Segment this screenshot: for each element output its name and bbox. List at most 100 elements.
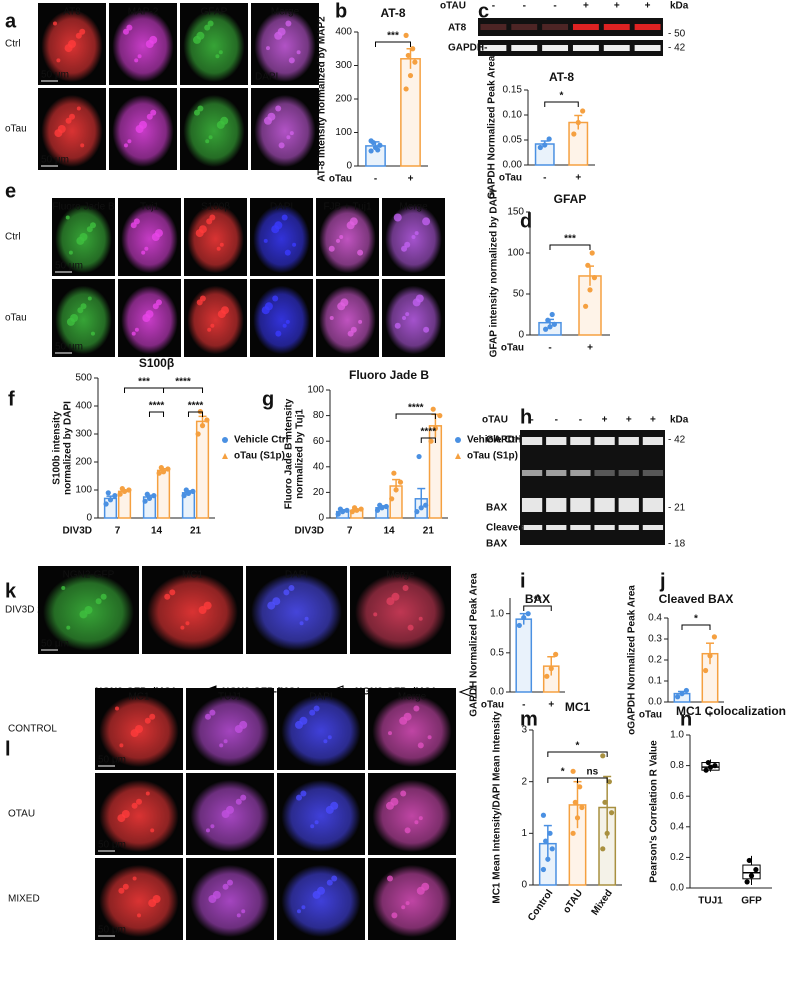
unit-label: kDa: [670, 1, 689, 12]
column-label: DAPI: [285, 570, 308, 581]
speckle: [155, 299, 162, 306]
data-point: [337, 506, 343, 512]
tissue: [355, 573, 446, 651]
scale-label: 50 µm: [41, 639, 69, 650]
data-point: [416, 453, 422, 460]
band-label: BAX: [486, 503, 507, 514]
column-label: Merge: [399, 202, 428, 213]
speckle: [223, 739, 228, 744]
lane-label: +: [650, 415, 656, 426]
band: [603, 45, 630, 51]
data-point: [746, 857, 752, 864]
tissue: [319, 204, 376, 274]
data-point: [553, 651, 559, 658]
band: [511, 45, 538, 51]
data-point: [151, 493, 157, 499]
speckle: [328, 245, 335, 252]
speckle: [164, 593, 171, 600]
panel-label: k: [5, 580, 17, 602]
significance-label: *: [561, 767, 565, 778]
data-point: [521, 614, 527, 621]
speckle: [121, 810, 130, 818]
speckle: [329, 316, 334, 320]
speckle: [278, 142, 285, 149]
y-tick-label: 0: [521, 880, 527, 891]
lane-label: +: [614, 1, 620, 12]
tissue: [190, 779, 270, 853]
tissue: [372, 779, 452, 853]
speckle: [100, 593, 107, 600]
band: [480, 45, 507, 51]
significance-label: *: [576, 741, 580, 752]
speckle: [394, 322, 401, 329]
legend-marker: [222, 437, 228, 443]
x-tick-label: -: [680, 710, 683, 721]
speckle: [404, 241, 411, 248]
speckle: [75, 32, 82, 39]
panel-label: c: [478, 0, 489, 22]
tissue: [121, 204, 178, 274]
speckle: [215, 54, 220, 59]
speckle: [402, 316, 407, 320]
speckle: [115, 706, 119, 711]
speckle: [205, 713, 211, 720]
y-tick-label: 0.2: [670, 852, 684, 863]
speckle: [240, 794, 247, 801]
tissue: [254, 9, 316, 83]
y-tick-label: 2: [521, 776, 527, 787]
tissue: [281, 864, 361, 938]
data-point: [351, 505, 358, 511]
data-point: [575, 119, 581, 126]
speckle: [80, 303, 87, 310]
y-tick-label: 0.2: [648, 655, 662, 666]
column-label: NGN2-GFP: [63, 570, 115, 581]
data-point: [591, 275, 598, 281]
panel-label: e: [5, 180, 16, 202]
speckle: [206, 828, 210, 833]
speckle: [149, 35, 158, 44]
band: [572, 45, 599, 51]
significance-label: ns: [586, 767, 598, 778]
blot: [520, 430, 665, 545]
y-axis-label: normalized by Tuj1: [295, 409, 306, 499]
panel-label: a: [5, 10, 17, 32]
y-tick-label: 0: [318, 513, 324, 524]
column-label: FJB + Tuj1: [323, 202, 372, 213]
speckle: [150, 828, 155, 833]
speckle: [95, 598, 102, 605]
significance-bracket: [187, 411, 204, 417]
speckle: [203, 601, 212, 610]
scale-label: 50 µm: [98, 925, 126, 936]
chart-title: GFAP: [554, 192, 587, 206]
data-point: [374, 507, 381, 513]
data-point: [377, 502, 383, 508]
speckle: [275, 105, 282, 112]
speckle: [209, 214, 216, 221]
significance-bracket: [547, 751, 608, 757]
speckle: [414, 820, 419, 825]
speckle: [281, 214, 288, 221]
speckle: [145, 310, 154, 319]
x-axis-label: oTau: [499, 173, 522, 184]
band: [570, 470, 591, 476]
speckle: [131, 802, 138, 809]
data-point: [389, 496, 395, 502]
speckle: [180, 625, 185, 630]
x-axis-label: oTau: [639, 710, 662, 721]
speckle: [208, 135, 213, 140]
data-point: [349, 509, 355, 515]
speckle: [152, 895, 161, 903]
data-point: [437, 413, 443, 419]
speckle: [212, 890, 221, 899]
y-tick-label: 0: [346, 161, 352, 172]
speckle: [137, 54, 142, 59]
band-label: GAPDH-: [448, 43, 487, 54]
speckle: [336, 238, 341, 243]
x-tick-label: +: [707, 710, 713, 721]
speckle: [149, 713, 156, 720]
panel-label: n: [680, 708, 692, 730]
column-label: Merge: [271, 7, 300, 18]
speckle: [323, 739, 328, 744]
speckle: [314, 820, 319, 825]
significance-label: ****: [421, 427, 437, 438]
